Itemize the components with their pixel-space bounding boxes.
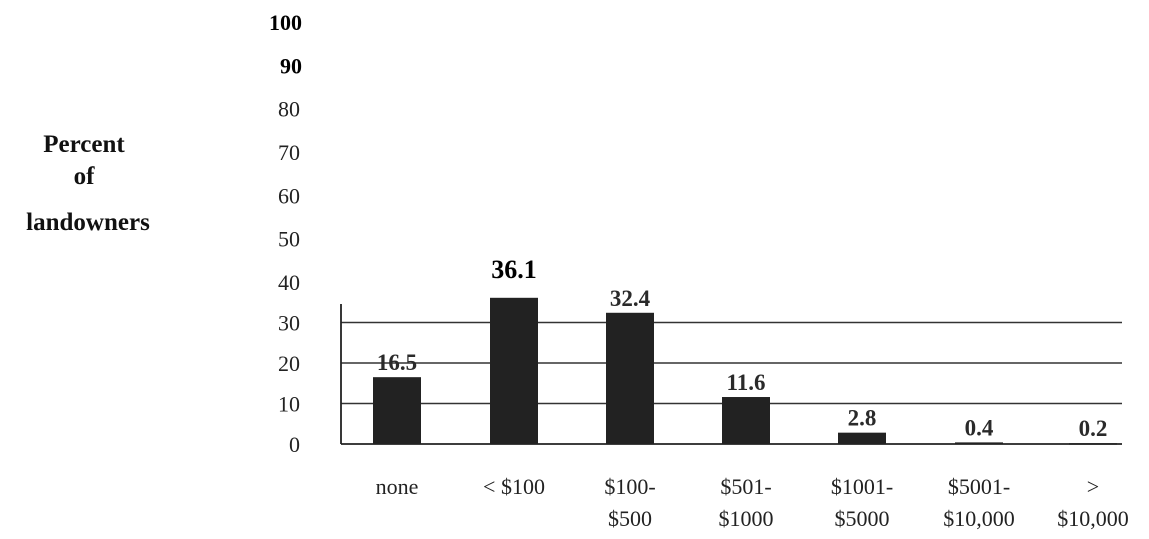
x-tick-labels: none < $100 $100- $500 $501- $1000 $1001- $5000… (376, 474, 1129, 531)
data-label: 32.4 (610, 286, 651, 311)
bar (1069, 443, 1117, 445)
y-tick-label: 10 (278, 392, 300, 417)
data-label: 11.6 (727, 370, 766, 395)
x-tick-label: $1000 (719, 506, 774, 531)
x-tick-label: < $100 (483, 474, 545, 499)
y-axis-label-line-1: Percent (43, 131, 125, 158)
y-tick-label: 40 (278, 270, 300, 295)
y-tick-label: 30 (278, 311, 300, 336)
data-label: 36.1 (491, 255, 537, 284)
x-tick-label: $5000 (835, 506, 890, 531)
y-tick-label: 70 (278, 140, 300, 165)
y-tick-labels: 0 10 20 30 40 50 60 70 80 90 100 (269, 10, 302, 457)
y-tick-label: 90 (280, 53, 302, 78)
data-label: 0.4 (965, 415, 994, 440)
y-tick-label: 20 (278, 351, 300, 376)
bar (490, 297, 538, 444)
y-axis-label-line-3: landowners (26, 209, 150, 236)
x-tick-label: $501- (720, 474, 771, 499)
y-tick-label: 80 (278, 97, 300, 122)
x-tick-label: $10,000 (943, 506, 1015, 531)
x-tick-label: $1001- (831, 474, 893, 499)
x-tick-label: $5001- (948, 474, 1010, 499)
bar (373, 377, 421, 444)
y-axis-label-line-2: of (74, 163, 96, 190)
bar (722, 397, 770, 444)
data-label: 0.2 (1079, 416, 1108, 441)
y-tick-label: 0 (289, 432, 300, 457)
bars (373, 297, 1117, 445)
bar (955, 442, 1003, 444)
x-tick-label: $100- (604, 474, 655, 499)
x-tick-label: > (1087, 474, 1099, 499)
x-tick-label: none (376, 474, 419, 499)
data-label: 16.5 (377, 350, 417, 375)
y-tick-label: 60 (278, 183, 300, 208)
bar (838, 432, 886, 444)
data-label: 2.8 (848, 406, 877, 431)
x-tick-label: $500 (608, 506, 652, 531)
data-labels: 16.5 36.1 32.4 11.6 2.8 0.4 0.2 (377, 255, 1108, 441)
x-tick-label: $10,000 (1057, 506, 1129, 531)
y-axis-label: Percent of landowners (26, 131, 150, 236)
y-tick-label: 50 (278, 227, 300, 252)
bar (606, 312, 654, 444)
y-tick-label: 100 (269, 10, 302, 35)
